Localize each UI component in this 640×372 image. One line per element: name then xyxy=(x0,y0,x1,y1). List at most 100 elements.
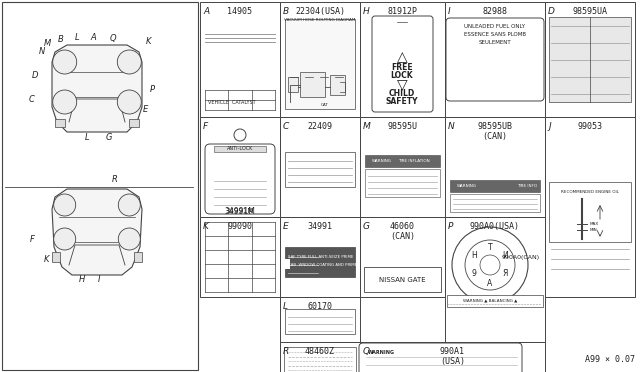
Bar xyxy=(285,152,355,187)
Bar xyxy=(545,2,635,117)
Text: WARNING: WARNING xyxy=(372,159,392,163)
Bar xyxy=(214,146,266,152)
Text: 22409: 22409 xyxy=(307,122,333,131)
Bar xyxy=(129,119,139,127)
Circle shape xyxy=(117,50,141,74)
Text: MIN: MIN xyxy=(590,228,598,232)
Text: 34991M: 34991M xyxy=(225,206,255,215)
FancyBboxPatch shape xyxy=(205,144,275,214)
Text: B: B xyxy=(58,35,64,44)
Bar xyxy=(52,252,60,262)
Text: R: R xyxy=(112,174,118,183)
Bar xyxy=(447,295,543,307)
Bar xyxy=(284,347,356,372)
Bar xyxy=(288,77,298,92)
Text: Q: Q xyxy=(109,33,116,42)
Circle shape xyxy=(117,90,141,114)
Text: 98595UA: 98595UA xyxy=(573,7,607,16)
Text: CAT: CAT xyxy=(321,103,329,107)
Text: M: M xyxy=(363,122,371,131)
Circle shape xyxy=(452,227,528,303)
Bar xyxy=(280,342,360,372)
Bar xyxy=(285,247,355,277)
Text: 98595UB
(CAN): 98595UB (CAN) xyxy=(477,122,513,141)
Text: I: I xyxy=(98,275,100,283)
Text: 14905: 14905 xyxy=(227,7,253,16)
Text: N: N xyxy=(448,122,455,131)
Text: 99053: 99053 xyxy=(577,122,602,131)
Circle shape xyxy=(118,194,140,216)
Text: NISSAN GATE: NISSAN GATE xyxy=(379,277,426,283)
Text: 98595U: 98595U xyxy=(387,122,417,131)
Text: WARNING ▲ BALANCING ▲: WARNING ▲ BALANCING ▲ xyxy=(463,299,517,303)
Text: 81912P: 81912P xyxy=(387,7,417,16)
Bar xyxy=(445,217,545,342)
Bar xyxy=(200,217,280,297)
Bar xyxy=(360,117,445,217)
Text: VEHICLE  CATALYST: VEHICLE CATALYST xyxy=(208,100,255,106)
Bar xyxy=(280,2,360,117)
Text: D: D xyxy=(32,71,38,80)
Text: TIRE INFLATION: TIRE INFLATION xyxy=(398,159,430,163)
Bar xyxy=(200,117,280,217)
Bar xyxy=(445,117,545,217)
Text: SAFETY: SAFETY xyxy=(386,96,419,106)
Text: SAF TYRE FULL ANTI-SEIZE PRIME: SAF TYRE FULL ANTI-SEIZE PRIME xyxy=(288,255,353,259)
Bar xyxy=(285,309,355,334)
Text: MAX: MAX xyxy=(590,222,599,226)
Text: I: I xyxy=(448,7,451,16)
Circle shape xyxy=(52,90,77,114)
Text: 99090: 99090 xyxy=(227,222,253,231)
Text: D: D xyxy=(548,7,555,16)
Text: 22304(USA): 22304(USA) xyxy=(295,7,345,16)
Polygon shape xyxy=(52,189,142,275)
Text: L: L xyxy=(75,32,79,42)
Text: H: H xyxy=(79,275,85,283)
Text: Я: Я xyxy=(503,269,508,279)
Bar xyxy=(330,75,345,95)
Bar xyxy=(365,155,440,167)
Text: K: K xyxy=(44,254,50,263)
Bar xyxy=(55,119,65,127)
Bar xyxy=(364,267,441,292)
Text: 48460Z: 48460Z xyxy=(305,347,335,356)
Circle shape xyxy=(52,50,77,74)
Text: P: P xyxy=(150,84,154,93)
Text: WARNING: WARNING xyxy=(457,184,477,188)
Text: UNLEADED FUEL ONLY: UNLEADED FUEL ONLY xyxy=(465,25,525,29)
Circle shape xyxy=(465,240,515,290)
Bar xyxy=(549,182,631,242)
Bar xyxy=(134,252,142,262)
Text: 60170: 60170 xyxy=(307,302,333,311)
Text: 990A0(USA): 990A0(USA) xyxy=(470,222,520,231)
Text: ▽: ▽ xyxy=(397,77,407,91)
Bar xyxy=(280,117,360,217)
Text: E: E xyxy=(283,222,289,231)
Circle shape xyxy=(54,194,76,216)
Text: M: M xyxy=(44,39,51,48)
Text: 82988: 82988 xyxy=(483,7,508,16)
Text: E: E xyxy=(142,105,148,113)
Text: RECOMMENDED ENGINE OIL: RECOMMENDED ENGINE OIL xyxy=(561,190,619,194)
Text: L: L xyxy=(84,132,90,141)
Bar xyxy=(360,217,445,297)
Text: F: F xyxy=(203,122,208,131)
FancyBboxPatch shape xyxy=(359,343,522,372)
Bar xyxy=(360,342,545,372)
Text: CAB  WNDOW COATING AND PRIME: CAB WNDOW COATING AND PRIME xyxy=(288,263,357,267)
Text: 46060
(CAN): 46060 (CAN) xyxy=(390,222,415,241)
Text: △: △ xyxy=(397,50,407,64)
Text: K: K xyxy=(147,38,152,46)
Text: P: P xyxy=(448,222,453,231)
Text: И: И xyxy=(502,251,508,260)
Text: CHILD: CHILD xyxy=(389,89,415,97)
Bar xyxy=(2,2,198,370)
Text: 990A1
(USA): 990A1 (USA) xyxy=(440,347,465,366)
Bar xyxy=(300,72,325,97)
Text: H: H xyxy=(363,7,370,16)
Bar xyxy=(200,2,280,117)
Text: ANTI-LOCK: ANTI-LOCK xyxy=(227,147,253,151)
Bar xyxy=(285,259,290,269)
Text: G: G xyxy=(106,132,112,141)
Text: G: G xyxy=(363,222,370,231)
